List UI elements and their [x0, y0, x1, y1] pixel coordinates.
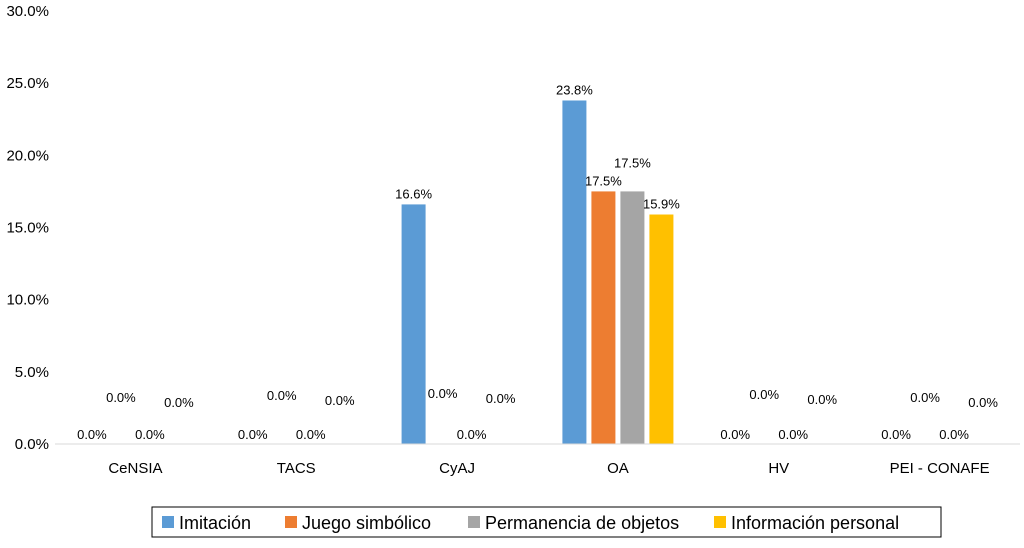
bar	[562, 100, 587, 444]
legend-swatch	[162, 516, 174, 528]
legend-swatch	[714, 516, 726, 528]
category-label: PEI - CONAFE	[890, 460, 990, 477]
data-label: 17.5%	[614, 155, 651, 170]
y-tick-label: 10.0%	[6, 292, 49, 309]
y-tick-label: 5.0%	[15, 364, 49, 381]
y-tick-label: 20.0%	[6, 147, 49, 164]
category-label: OA	[607, 460, 629, 477]
data-label: 0.0%	[968, 395, 998, 410]
data-labels: 0.0% 0.0% 0.0% 0.0% 0.0% 0.0% 0.0% 0.0% 16.6% 0.0…	[77, 82, 998, 442]
data-label: 23.8%	[556, 82, 593, 97]
legend-frame	[151, 506, 942, 538]
y-tick-label: 25.0%	[6, 75, 49, 92]
data-label: 0.0%	[164, 395, 194, 410]
bar	[649, 214, 674, 444]
data-label: 0.0%	[77, 427, 107, 442]
bar	[620, 191, 645, 444]
data-label: 17.5%	[585, 173, 622, 188]
legend-swatch	[468, 516, 480, 528]
data-label: 0.0%	[428, 386, 458, 401]
x-axis-labels: CeNSIA TACS CyAJ OA HV PEI - CONAFE	[108, 460, 989, 477]
data-label: 0.0%	[749, 387, 779, 402]
data-label: 0.0%	[238, 427, 268, 442]
bar	[591, 191, 616, 444]
bar	[401, 204, 426, 444]
y-tick-label: 30.0%	[6, 3, 49, 20]
legend-label: Información personal	[731, 513, 899, 533]
data-label: 0.0%	[457, 427, 487, 442]
category-label: HV	[768, 460, 789, 477]
data-label: 0.0%	[296, 427, 326, 442]
legend-label: Juego simbólico	[302, 513, 431, 533]
category-label: CyAJ	[439, 460, 475, 477]
data-label: 16.6%	[395, 186, 432, 201]
data-label: 0.0%	[135, 427, 165, 442]
data-label: 0.0%	[807, 392, 837, 407]
data-label: 0.0%	[720, 427, 750, 442]
bars	[401, 100, 674, 444]
data-label: 0.0%	[881, 427, 911, 442]
legend-swatch	[285, 516, 297, 528]
data-label: 0.0%	[939, 427, 969, 442]
legend: Imitación Juego simbólico Permanencia de o…	[151, 506, 942, 538]
category-label: CeNSIA	[108, 460, 162, 477]
y-tick-label: 0.0%	[15, 436, 49, 453]
data-label: 0.0%	[325, 393, 355, 408]
y-tick-label: 15.0%	[6, 220, 49, 237]
data-label: 0.0%	[778, 427, 808, 442]
legend-label: Permanencia de objetos	[485, 513, 679, 533]
data-label: 0.0%	[106, 390, 136, 405]
data-label: 0.0%	[486, 391, 516, 406]
category-label: TACS	[277, 460, 316, 477]
y-axis-ticks: 0.0% 5.0% 10.0% 15.0% 20.0% 25.0% 30.0%	[6, 3, 49, 453]
data-label: 15.9%	[643, 197, 680, 212]
data-label: 0.0%	[267, 388, 297, 403]
legend-label: Imitación	[179, 513, 251, 533]
data-label: 0.0%	[910, 390, 940, 405]
